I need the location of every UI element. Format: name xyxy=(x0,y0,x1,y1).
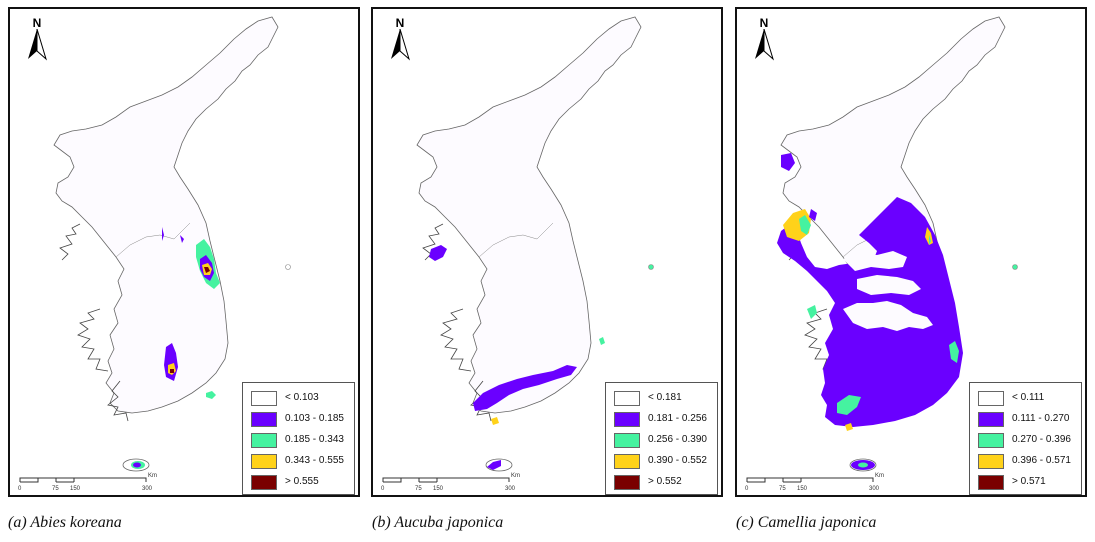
legend-label: < 0.111 xyxy=(1012,392,1045,403)
scale-tick: 150 xyxy=(433,486,444,492)
north-arrow-icon xyxy=(755,28,774,61)
scale-tick: 75 xyxy=(779,486,786,492)
legend-swatch xyxy=(978,475,1004,490)
legend-item: 0.181 - 0.256 xyxy=(614,412,718,429)
scale-bar-graphic xyxy=(746,477,874,483)
legend-swatch xyxy=(614,475,640,490)
north-label: N xyxy=(395,16,405,30)
legend-swatch xyxy=(978,454,1004,469)
legend-item: 0.390 - 0.552 xyxy=(614,454,718,471)
scale-unit: Km xyxy=(511,473,520,479)
legend-swatch xyxy=(978,433,1004,448)
map-graphic xyxy=(777,16,1018,472)
map-graphic xyxy=(416,16,654,472)
legend-item: < 0.103 xyxy=(251,391,355,408)
legend-swatch xyxy=(614,433,640,448)
legend-label: 0.111 - 0.270 xyxy=(1012,413,1070,424)
scale-bar: 0 75 150 300 Km xyxy=(745,470,884,494)
legend-label: > 0.555 xyxy=(285,476,319,487)
scale-bar-graphic xyxy=(382,477,510,483)
legend-swatch xyxy=(251,433,277,448)
legend-swatch xyxy=(251,391,277,406)
suitability-patches xyxy=(429,245,605,425)
legend-swatch xyxy=(978,391,1004,406)
legend-item: > 0.571 xyxy=(978,475,1082,492)
legend-item: 0.256 - 0.390 xyxy=(614,433,718,450)
scale-tick: 150 xyxy=(797,486,808,492)
scale-tick: 0 xyxy=(381,486,385,492)
legend-item: 0.396 - 0.571 xyxy=(978,454,1082,471)
legend-item: < 0.181 xyxy=(614,391,718,408)
legend: < 0.111 0.111 - 0.270 0.270 - 0.396 0.39… xyxy=(969,382,1082,495)
legend-label: < 0.103 xyxy=(285,392,319,403)
caption-a: (a) Abies koreana xyxy=(8,514,122,531)
legend: < 0.181 0.181 - 0.256 0.256 - 0.390 0.39… xyxy=(605,382,718,495)
legend-swatch xyxy=(251,454,277,469)
scale-bar: 0 75 150 300 Km xyxy=(18,470,157,494)
scale-tick: 300 xyxy=(869,486,880,492)
legend-label: > 0.571 xyxy=(1012,476,1046,487)
legend-label: 0.343 - 0.555 xyxy=(285,455,344,466)
legend-item: 0.103 - 0.185 xyxy=(251,412,355,429)
legend-label: 0.103 - 0.185 xyxy=(285,413,344,424)
legend-swatch xyxy=(614,391,640,406)
scale-tick: 0 xyxy=(745,486,749,492)
scale-tick: 75 xyxy=(52,486,59,492)
legend-item: 0.111 - 0.270 xyxy=(978,412,1082,429)
legend-item: 0.270 - 0.396 xyxy=(978,433,1082,450)
map-graphic xyxy=(53,16,291,472)
north-label: N xyxy=(32,16,42,30)
scale-unit: Km xyxy=(875,473,884,479)
legend-item: > 0.552 xyxy=(614,475,718,492)
legend-swatch xyxy=(251,475,277,490)
legend-label: 0.396 - 0.571 xyxy=(1012,455,1071,466)
legend-label: 0.256 - 0.390 xyxy=(648,434,707,445)
legend-swatch xyxy=(614,454,640,469)
caption-c: (c) Camellia japonica xyxy=(736,514,877,531)
legend-label: > 0.552 xyxy=(648,476,682,487)
legend-label: 0.185 - 0.343 xyxy=(285,434,344,445)
suitability-patches xyxy=(777,153,963,431)
legend-item: > 0.555 xyxy=(251,475,355,492)
suitability-patches xyxy=(162,227,220,399)
scale-bar: 0 75 150 300 Km xyxy=(381,470,520,494)
north-label: N xyxy=(759,16,769,30)
scale-tick: 300 xyxy=(142,486,153,492)
north-arrow: N xyxy=(751,17,777,66)
legend-swatch xyxy=(614,412,640,427)
legend-swatch xyxy=(251,412,277,427)
legend-item: 0.343 - 0.555 xyxy=(251,454,355,471)
north-arrow: N xyxy=(387,17,413,66)
legend-item: < 0.111 xyxy=(978,391,1082,408)
scale-tick: 150 xyxy=(70,486,81,492)
scale-unit: Km xyxy=(148,473,157,479)
legend: < 0.103 0.103 - 0.185 0.185 - 0.343 0.34… xyxy=(242,382,355,495)
north-arrow-icon xyxy=(28,28,47,61)
caption-b: (b) Aucuba japonica xyxy=(372,514,504,531)
legend-swatch xyxy=(978,412,1004,427)
legend-label: 0.390 - 0.552 xyxy=(648,455,707,466)
legend-label: 0.181 - 0.256 xyxy=(648,413,707,424)
map-panel-b: N < 0.181 0.181 - 0.256 0.256 - 0.390 0.… xyxy=(371,7,723,497)
scale-bar-graphic xyxy=(19,477,147,483)
legend-label: 0.270 - 0.396 xyxy=(1012,434,1071,445)
legend-label: < 0.181 xyxy=(648,392,682,403)
map-panel-c: N < 0.111 0.111 - 0.270 0.270 - 0.396 0.… xyxy=(735,7,1087,497)
north-arrow: N xyxy=(24,17,50,66)
scale-tick: 0 xyxy=(18,486,22,492)
map-panel-a: N < 0.103 0.103 - 0.185 0.185 - 0.343 0.… xyxy=(8,7,360,497)
scale-tick: 300 xyxy=(505,486,516,492)
north-arrow-icon xyxy=(391,28,410,61)
legend-item: 0.185 - 0.343 xyxy=(251,433,355,450)
scale-tick: 75 xyxy=(415,486,422,492)
